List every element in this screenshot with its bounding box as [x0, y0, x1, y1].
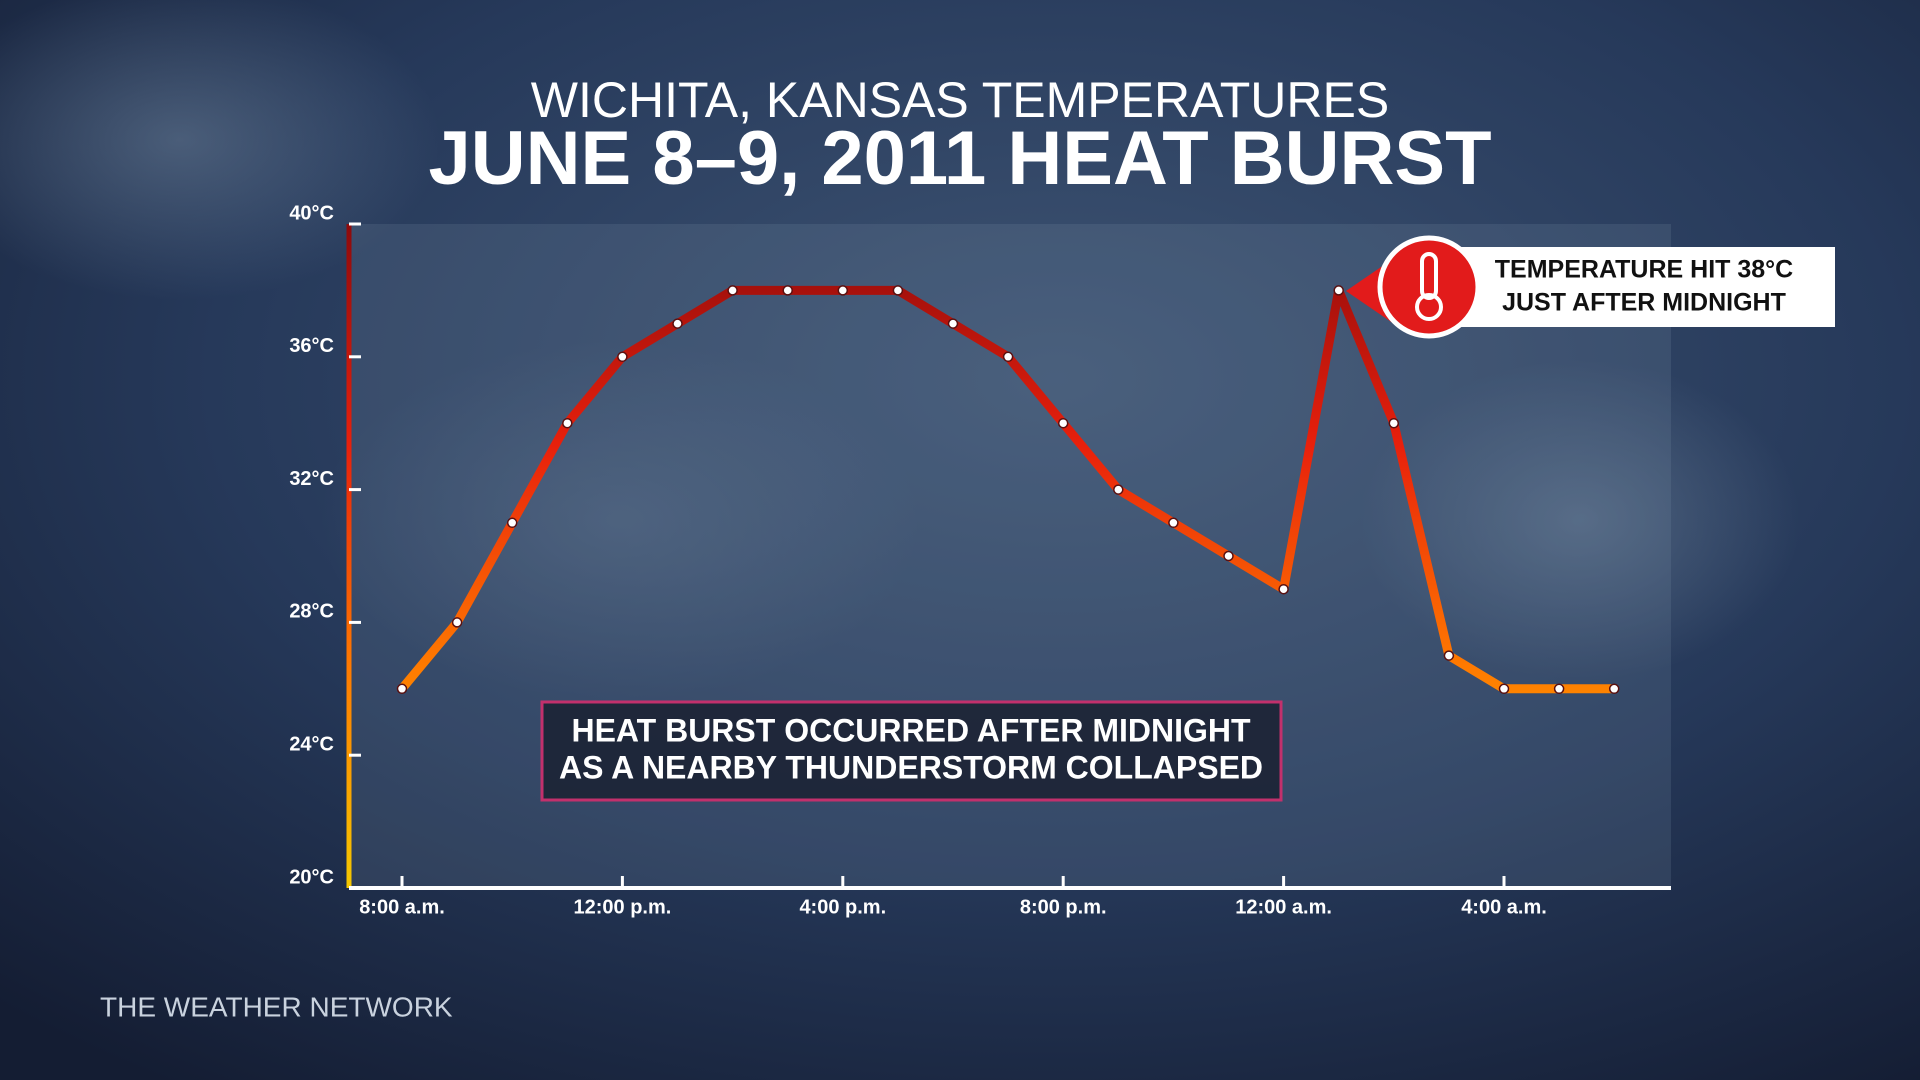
callout-icon [1377, 235, 1481, 339]
data-point [1498, 683, 1510, 695]
cloud [0, 0, 440, 300]
data-point [1057, 417, 1069, 429]
x-tick-label: 12:00 p.m. [573, 896, 671, 918]
plot: 20°C 24°C 28°C 32°C 36°C 40°C 8:00 a.m. 12:00 p… [289, 202, 1671, 918]
data-point [782, 285, 793, 296]
y-tick-label: 40°C [289, 202, 334, 224]
data-point [727, 285, 738, 296]
data-point [1223, 550, 1234, 562]
callout-text: TEMPERATURE HIT 38°C [1495, 256, 1793, 284]
data-point [1168, 517, 1179, 529]
note-box [540, 700, 1283, 802]
cloud [1360, 360, 1800, 680]
thermometer [1415, 293, 1443, 321]
data-point [396, 683, 408, 695]
callout-text: JUST AFTER MIDNIGHT [1502, 289, 1786, 317]
y-tick-label: 28°C [289, 601, 334, 623]
y-tick-label: 24°C [289, 733, 334, 755]
data-point [451, 617, 463, 628]
y-tick-label: 36°C [289, 335, 334, 357]
callout: TEMPERATURE HIT 38°C JUST AFTER MIDNIGHT [1346, 235, 1835, 339]
data-point [506, 517, 518, 529]
data-point [1113, 484, 1124, 495]
x-tick-label: 4:00 p.m. [799, 896, 886, 918]
data-point [672, 318, 683, 329]
data-point [1608, 683, 1620, 695]
data-point [1388, 417, 1400, 429]
note-text: HEAT BURST OCCURRED AFTER MIDNIGHT [571, 712, 1251, 748]
data-point [562, 417, 573, 429]
data-point [1002, 351, 1014, 363]
chart-subtitle: JUNE 8–9, 2011 HEAT BURST [429, 116, 1492, 201]
x-tick-label: 8:00 a.m. [359, 896, 445, 918]
data-point [1333, 285, 1344, 296]
source: THE WEATHER NETWORK [100, 991, 453, 1022]
data-point [1443, 650, 1455, 661]
note-text: AS A NEARBY THUNDERSTORM COLLAPSED [559, 749, 1263, 785]
data-point [617, 351, 628, 363]
thermometer [1420, 252, 1438, 300]
callout-box [1440, 247, 1835, 327]
data-point [892, 285, 904, 296]
data-point [947, 318, 959, 329]
y-tick-label: 32°C [289, 468, 334, 490]
x-tick-label: 4:00 a.m. [1461, 896, 1547, 918]
x-tick-label: 8:00 p.m. [1020, 896, 1107, 918]
data-point [837, 285, 849, 296]
chart-title: WICHITA, KANSAS TEMPERATURES [531, 72, 1389, 128]
cloud [320, 340, 920, 700]
x-tick-label: 12:00 a.m. [1235, 896, 1332, 918]
data-point [1553, 683, 1565, 695]
note: HEAT BURST OCCURRED AFTER MIDNIGHT AS A … [540, 700, 1283, 802]
y-tick-label: 20°C [289, 866, 334, 888]
data-point [1278, 583, 1289, 595]
